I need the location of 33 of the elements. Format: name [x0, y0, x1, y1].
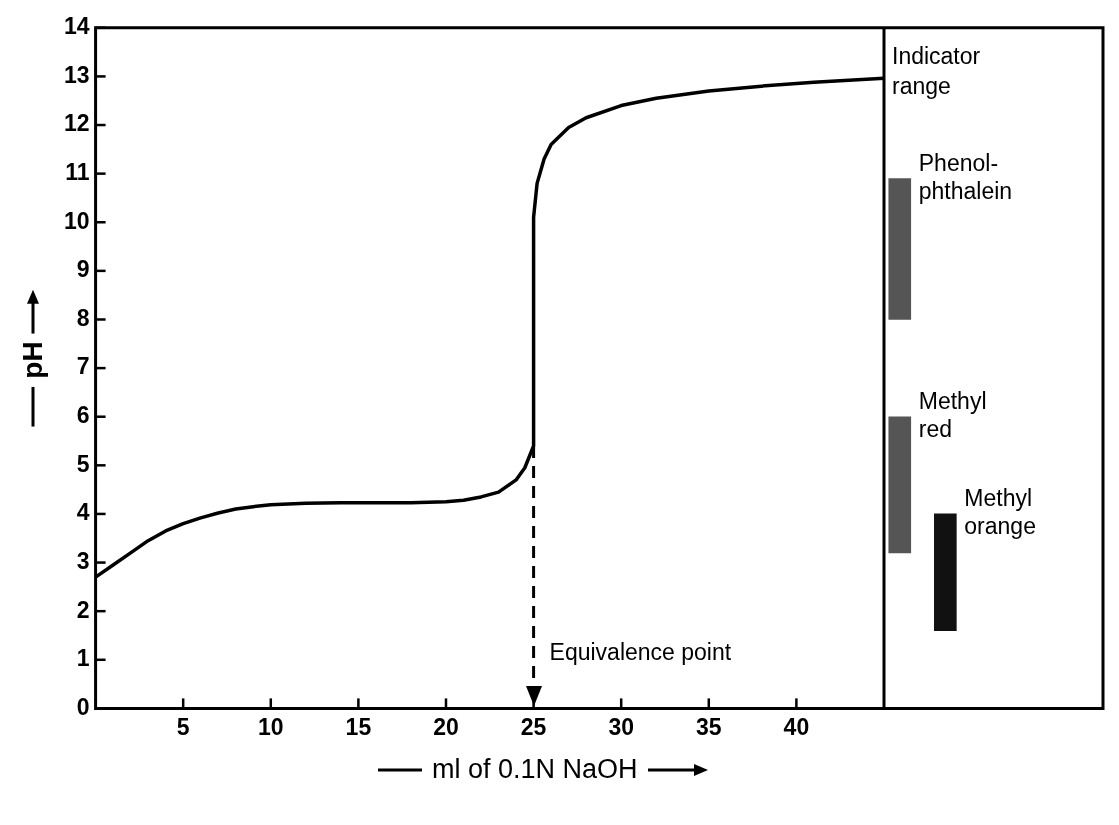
y-tick-label: 0: [76, 693, 90, 720]
legend-title: Indicator range: [892, 43, 981, 100]
series-label: Methyl red: [918, 388, 987, 443]
y-tick-label: 13: [63, 61, 90, 88]
y-tick-label: 11: [65, 158, 90, 185]
y-tick-label: 14: [63, 13, 90, 40]
y-axis-title: pH: [17, 341, 49, 379]
y-tick-label: 12: [63, 110, 90, 137]
y-tick-label: 3: [76, 547, 90, 574]
y-tick-label: 7: [76, 353, 90, 380]
y-tick-label: 10: [63, 207, 90, 234]
x-tick-label: 40: [783, 713, 810, 740]
y-tick-label: 5: [76, 450, 90, 477]
y-tick-label: 6: [76, 402, 90, 429]
bar: [933, 513, 957, 631]
ref-line-label: Equivalence point: [549, 638, 732, 665]
y-tick-label: 8: [76, 304, 90, 331]
bar: [888, 178, 912, 320]
series-label: Phenol- phthalein: [918, 149, 1013, 204]
x-tick-label: 15: [345, 713, 372, 740]
x-axis-title: ml of 0.1N NaOH: [432, 754, 638, 785]
x-tick-label: 5: [176, 713, 190, 740]
bar: [888, 416, 912, 554]
series-label: Methyl orange: [964, 485, 1036, 540]
y-tick-label: 9: [76, 256, 90, 283]
y-tick-label: 2: [76, 596, 90, 623]
x-tick-label: 25: [520, 713, 547, 740]
x-tick-label: 20: [433, 713, 459, 740]
x-tick-label: 35: [696, 713, 722, 740]
x-tick-label: 30: [608, 713, 634, 740]
x-tick-label: 10: [257, 713, 284, 740]
y-tick-label: 1: [76, 645, 90, 672]
y-tick-label: 4: [76, 499, 90, 526]
